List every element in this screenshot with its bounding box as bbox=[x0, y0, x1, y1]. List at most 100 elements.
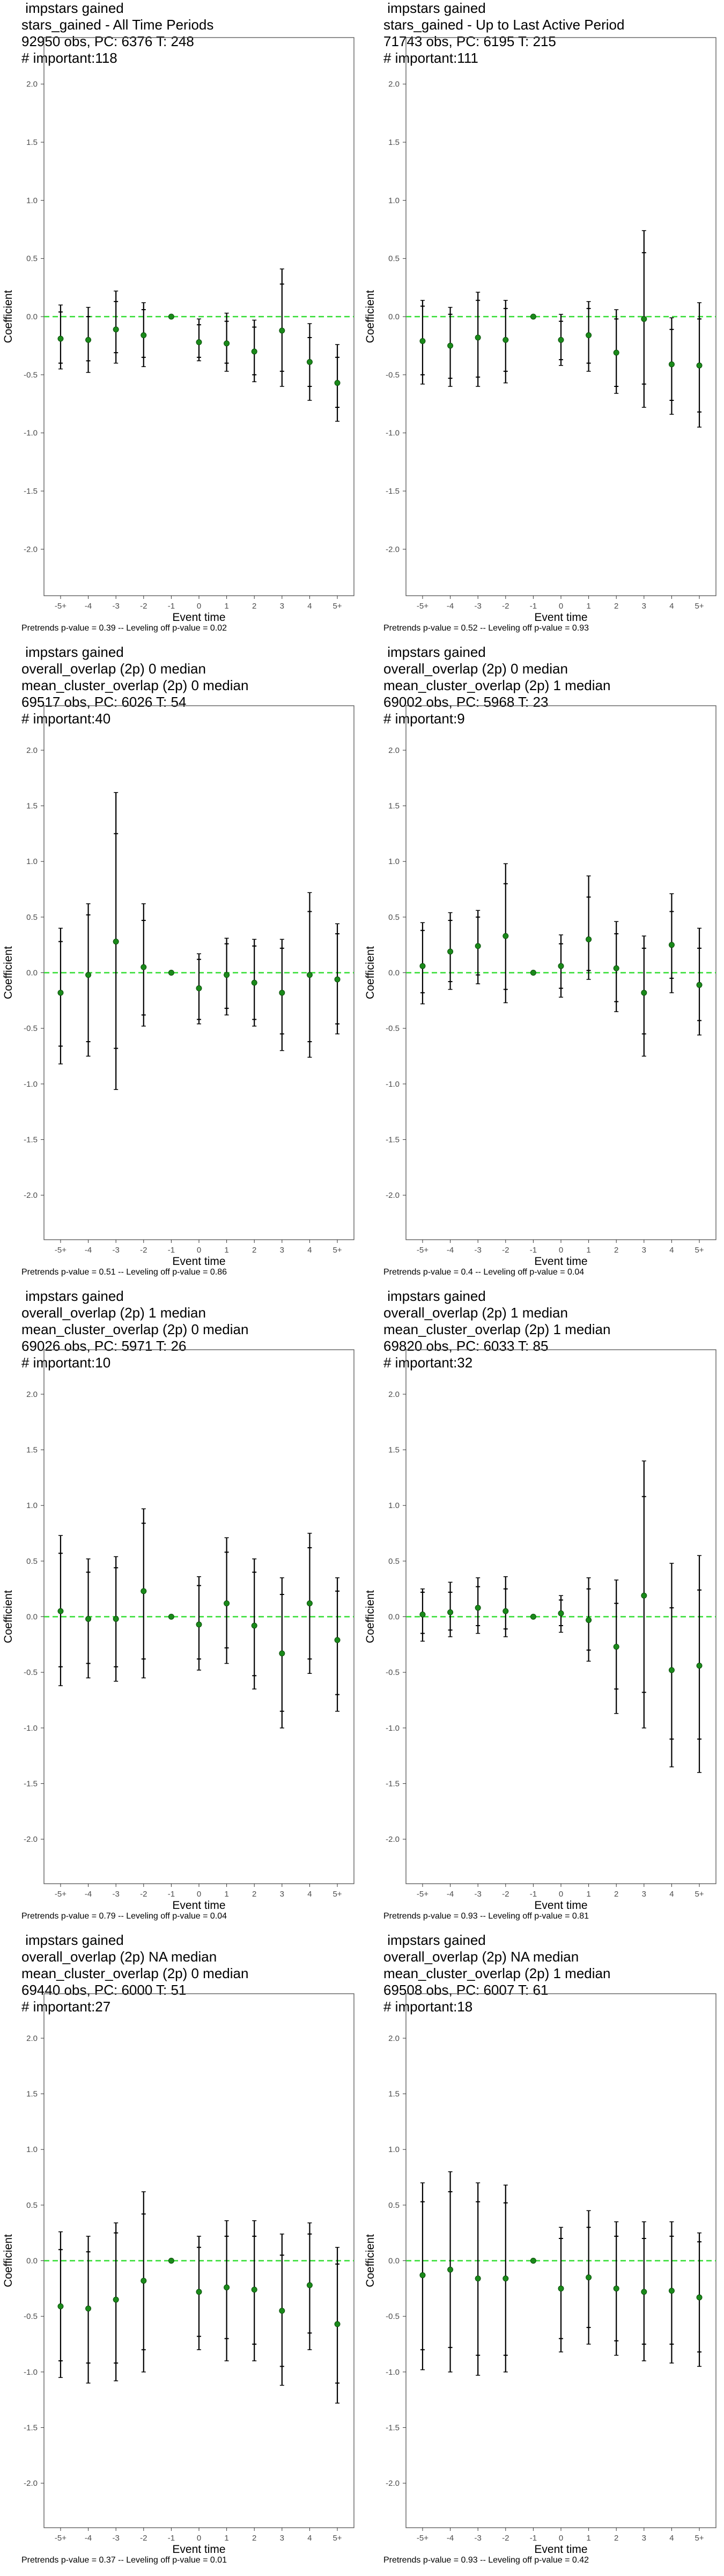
y-axis-title: Coefficient bbox=[364, 1590, 376, 1643]
chart-title-block: impstars gained stars_gained - Up to Last… bbox=[383, 0, 624, 67]
x-tick-label: 0 bbox=[559, 602, 563, 611]
y-tick-label: -2.0 bbox=[24, 1191, 38, 1200]
y-tick-label: -0.5 bbox=[386, 1668, 400, 1677]
x-tick-label: 4 bbox=[669, 602, 674, 611]
x-tick-label: 3 bbox=[642, 2534, 646, 2543]
chart-svg: 2.0 1.5 1.0 0.5 0.0 -0.5 -1.0 -1.5 -2.0 -5+ -4 -3 -2… bbox=[2, 705, 354, 1268]
coefficient-point bbox=[334, 1637, 341, 1643]
coefficient-point bbox=[447, 2266, 454, 2273]
x-tick-label: -1 bbox=[168, 2534, 175, 2543]
chart-title-block: impstars gained overall_overlap (2p) NA m… bbox=[21, 1932, 248, 2015]
x-tick-label: 3 bbox=[642, 602, 646, 611]
chart-title-line: impstars gained bbox=[21, 644, 124, 660]
coefficient-point bbox=[668, 942, 675, 948]
x-tick-label: 1 bbox=[224, 2534, 228, 2543]
x-tick-label: -2 bbox=[502, 602, 509, 611]
chart-title-line: # important:111 bbox=[383, 50, 478, 66]
x-tick-label: 4 bbox=[669, 1246, 674, 1255]
chart-title-line: # important:40 bbox=[21, 711, 111, 727]
y-tick-label: 1.5 bbox=[26, 138, 38, 147]
y-tick-label: 0.0 bbox=[26, 969, 38, 978]
y-tick-label: 0.5 bbox=[388, 1557, 400, 1566]
x-tick-label: 2 bbox=[252, 602, 256, 611]
chart-panel-8: impstars gained overall_overlap (2p) NA m… bbox=[362, 1932, 724, 2576]
chart-svg: 2.0 1.5 1.0 0.5 0.0 -0.5 -1.0 -1.5 -2.0 -5+ -4 -3 -2… bbox=[2, 1349, 354, 1912]
x-tick-label: -1 bbox=[168, 602, 175, 611]
chart-title-line: stars_gained - All Time Periods bbox=[21, 17, 214, 33]
chart-title-line: impstars gained bbox=[21, 0, 124, 16]
x-tick-label: 3 bbox=[280, 2534, 284, 2543]
y-tick-label: -1.5 bbox=[24, 1779, 38, 1788]
y-tick-label: 1.0 bbox=[26, 2145, 38, 2154]
chart-title-line: 69440 obs, PC: 6000 T: 51 bbox=[21, 1982, 187, 1998]
coefficient-point bbox=[85, 2306, 92, 2312]
y-axis-title: Coefficient bbox=[364, 2234, 376, 2287]
x-axis-title: Event time bbox=[172, 611, 225, 624]
y-tick-label: 1.0 bbox=[388, 196, 400, 205]
coefficient-point bbox=[306, 1600, 313, 1607]
coefficient-point bbox=[530, 1614, 536, 1620]
y-tick-label: -1.5 bbox=[386, 2423, 400, 2432]
coefficient-point bbox=[447, 342, 454, 349]
coefficient-point bbox=[113, 938, 119, 945]
x-tick-label: 1 bbox=[586, 1890, 590, 1899]
x-tick-label: -4 bbox=[447, 1246, 454, 1255]
coefficient-point bbox=[251, 2286, 257, 2293]
coefficient-point bbox=[475, 334, 481, 341]
chart-title-block: impstars gained overall_overlap (2p) NA m… bbox=[383, 1932, 610, 2015]
coefficient-point bbox=[668, 361, 675, 368]
y-tick-label: 0.0 bbox=[26, 2257, 38, 2266]
chart-svg: 2.0 1.5 1.0 0.5 0.0 -0.5 -1.0 -1.5 -2.0 -5+ -4 -3 -2… bbox=[364, 705, 716, 1268]
chart-panel-4: impstars gained overall_overlap (2p) 0 me… bbox=[362, 644, 724, 1288]
x-tick-label: 0 bbox=[559, 1246, 563, 1255]
chart-title-line: impstars gained bbox=[21, 1288, 124, 1304]
coefficient-point bbox=[613, 1643, 619, 1650]
coefficient-point bbox=[475, 1605, 481, 1611]
coefficient-point bbox=[57, 2303, 64, 2309]
coefficient-point bbox=[696, 2294, 703, 2301]
coefficient-point bbox=[279, 327, 285, 334]
pvalue-footer: Pretrends p-value = 0.93 -- Leveling off… bbox=[383, 2556, 589, 2565]
coefficient-point bbox=[419, 1611, 426, 1618]
y-tick-label: 2.0 bbox=[26, 746, 38, 755]
coefficient-point bbox=[57, 990, 64, 996]
x-tick-label: -5+ bbox=[55, 2534, 67, 2543]
chart-panel-6: impstars gained overall_overlap (2p) 1 me… bbox=[362, 1288, 724, 1932]
chart-panel-5: impstars gained overall_overlap (2p) 1 me… bbox=[0, 1288, 362, 1932]
y-tick-label: 0.5 bbox=[26, 254, 38, 264]
chart-title-line: # important:118 bbox=[21, 50, 117, 66]
chart-title-line: # important:27 bbox=[21, 1999, 111, 2015]
x-tick-label: -3 bbox=[113, 1890, 120, 1899]
chart-title-line: overall_overlap (2p) 1 median bbox=[21, 1305, 206, 1321]
chart-title-line: impstars gained bbox=[21, 1932, 124, 1948]
y-tick-label: 1.5 bbox=[26, 2090, 38, 2099]
y-tick-label: 1.5 bbox=[26, 802, 38, 811]
y-tick-label: 2.0 bbox=[26, 80, 38, 89]
x-tick-label: -2 bbox=[140, 602, 147, 611]
x-tick-label: 3 bbox=[642, 1890, 646, 1899]
x-tick-label: -3 bbox=[475, 602, 482, 611]
y-tick-label: -2.0 bbox=[386, 1835, 400, 1844]
chart-title-line: mean_cluster_overlap (2p) 0 median bbox=[21, 677, 249, 693]
x-tick-label: -5+ bbox=[55, 1246, 67, 1255]
coefficient-point bbox=[530, 313, 536, 320]
chart-svg: 2.0 1.5 1.0 0.5 0.0 -0.5 -1.0 -1.5 -2.0 -5+ -4 -3 -2… bbox=[2, 37, 354, 624]
x-axis-title: Event time bbox=[534, 2543, 587, 2556]
x-tick-label: -1 bbox=[530, 1890, 537, 1899]
x-tick-label: 0 bbox=[197, 1890, 201, 1899]
chart-svg: 2.0 1.5 1.0 0.5 0.0 -0.5 -1.0 -1.5 -2.0 -5+ -4 -3 -2… bbox=[364, 37, 716, 624]
x-tick-label: 1 bbox=[586, 2534, 590, 2543]
y-tick-label: -0.5 bbox=[24, 2312, 38, 2321]
coefficient-point bbox=[503, 1608, 509, 1614]
coefficient-point bbox=[306, 2282, 313, 2288]
chart-title-line: impstars gained bbox=[383, 0, 486, 16]
y-tick-label: -0.5 bbox=[386, 1024, 400, 1033]
x-tick-label: -4 bbox=[85, 1246, 92, 1255]
y-tick-label: 1.5 bbox=[388, 138, 400, 147]
x-tick-label: 3 bbox=[642, 1246, 646, 1255]
x-tick-label: 2 bbox=[252, 1890, 256, 1899]
x-tick-label: -4 bbox=[85, 1890, 92, 1899]
coefficient-point bbox=[141, 2278, 147, 2284]
y-axis-title: Coefficient bbox=[2, 2234, 14, 2287]
chart-title-block: impstars gained overall_overlap (2p) 0 me… bbox=[21, 644, 248, 727]
